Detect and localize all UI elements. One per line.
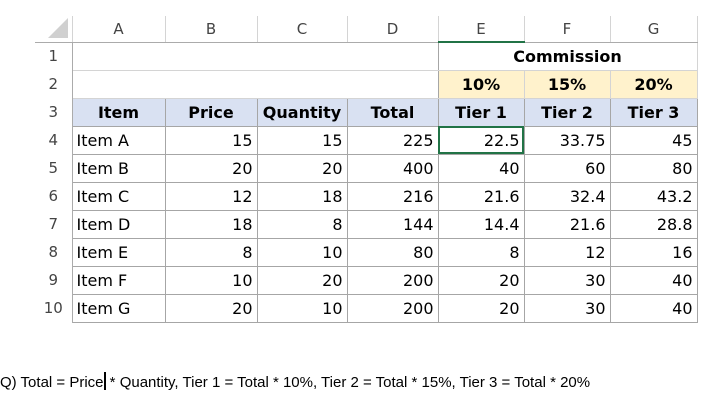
table-cell[interactable]: 10: [257, 238, 348, 267]
header-item[interactable]: Item: [72, 98, 166, 127]
table-cell[interactable]: Item E: [72, 238, 166, 267]
table-cell[interactable]: 60: [524, 154, 611, 183]
table-cell[interactable]: 18: [257, 182, 348, 211]
column-header-C[interactable]: C: [257, 16, 348, 43]
table-cell[interactable]: 225: [347, 126, 439, 155]
table-cell[interactable]: 20: [257, 266, 348, 295]
row-header-10[interactable]: 10: [35, 294, 73, 322]
column-header-B[interactable]: B: [165, 16, 258, 43]
header-tier-1[interactable]: Tier 1: [438, 98, 525, 127]
table-cell[interactable]: 33.75: [524, 126, 611, 155]
header-tier-2[interactable]: Tier 2: [524, 98, 611, 127]
table-cell[interactable]: 28.8: [610, 210, 698, 239]
table-cell[interactable]: 16: [610, 238, 698, 267]
table-cell[interactable]: 40: [610, 266, 698, 295]
table-cell[interactable]: 200: [347, 294, 439, 323]
table-cell[interactable]: Item A: [72, 126, 166, 155]
table-cell[interactable]: 10: [165, 266, 258, 295]
table-cell[interactable]: 144: [347, 210, 439, 239]
table-cell[interactable]: 40: [438, 154, 525, 183]
table-cell[interactable]: Item F: [72, 266, 166, 295]
table-cell[interactable]: 20: [438, 294, 525, 323]
column-header-E[interactable]: E: [438, 16, 525, 43]
row-header-2[interactable]: 2: [35, 70, 73, 98]
row-header-4[interactable]: 4: [35, 126, 73, 154]
row-header-5[interactable]: 5: [35, 154, 73, 182]
table-cell[interactable]: 12: [165, 182, 258, 211]
formula-text-start: Q) Total = Price: [0, 374, 104, 391]
commission-header[interactable]: Commission: [438, 42, 698, 71]
table-cell[interactable]: 216: [347, 182, 439, 211]
table-cell[interactable]: 43.2: [610, 182, 698, 211]
tier-percent-cell[interactable]: 10%: [438, 70, 525, 99]
table-cell[interactable]: 45: [610, 126, 698, 155]
header-tier-3[interactable]: Tier 3: [610, 98, 698, 127]
table-cell[interactable]: 20: [438, 266, 525, 295]
table-cell[interactable]: 22.5: [438, 126, 525, 155]
table-cell[interactable]: 8: [257, 210, 348, 239]
tier-percent-cell[interactable]: 20%: [610, 70, 698, 99]
table-cell[interactable]: 18: [165, 210, 258, 239]
column-header-G[interactable]: G: [610, 16, 698, 43]
table-cell[interactable]: 15: [165, 126, 258, 155]
table-cell[interactable]: 200: [347, 266, 439, 295]
select-all-corner[interactable]: [35, 16, 73, 43]
table-cell[interactable]: 12: [524, 238, 611, 267]
row-header-8[interactable]: 8: [35, 238, 73, 266]
table-cell[interactable]: 20: [165, 294, 258, 323]
table-cell[interactable]: 21.6: [438, 182, 525, 211]
row-header-6[interactable]: 6: [35, 182, 73, 210]
row-header-7[interactable]: 7: [35, 210, 73, 238]
row-header-1[interactable]: 1: [35, 42, 73, 70]
table-cell[interactable]: 32.4: [524, 182, 611, 211]
table-cell[interactable]: Item B: [72, 154, 166, 183]
header-total[interactable]: Total: [347, 98, 439, 127]
tier-percent-cell[interactable]: 15%: [524, 70, 611, 99]
table-cell[interactable]: Item G: [72, 294, 166, 323]
table-cell[interactable]: 20: [257, 154, 348, 183]
text-cursor: [103, 372, 106, 390]
spreadsheet-grid: A B C D E F G 1 Commission 2 10% 15% 20% 3 Item Price Qu…: [35, 16, 698, 323]
formula-note: Q) Total = Price * Quantity, Tier 1 = To…: [0, 372, 590, 391]
table-cell[interactable]: 30: [524, 294, 611, 323]
row-header-9[interactable]: 9: [35, 266, 73, 294]
row-header-3[interactable]: 3: [35, 98, 73, 126]
column-header-F[interactable]: F: [524, 16, 611, 43]
cell-A2[interactable]: [72, 70, 439, 99]
cell-A1[interactable]: [72, 42, 439, 71]
header-price[interactable]: Price: [165, 98, 258, 127]
formula-text-end: * Quantity, Tier 1 = Total * 10%, Tier 2…: [105, 374, 591, 391]
table-cell[interactable]: 8: [438, 238, 525, 267]
table-cell[interactable]: 400: [347, 154, 439, 183]
table-cell[interactable]: 30: [524, 266, 611, 295]
table-cell[interactable]: 8: [165, 238, 258, 267]
table-cell[interactable]: 14.4: [438, 210, 525, 239]
column-header-D[interactable]: D: [347, 16, 439, 43]
table-cell[interactable]: 20: [165, 154, 258, 183]
table-cell[interactable]: 10: [257, 294, 348, 323]
table-cell[interactable]: 40: [610, 294, 698, 323]
header-quantity[interactable]: Quantity: [257, 98, 348, 127]
column-header-A[interactable]: A: [72, 16, 166, 43]
table-cell[interactable]: 15: [257, 126, 348, 155]
table-cell[interactable]: 80: [610, 154, 698, 183]
table-cell[interactable]: Item D: [72, 210, 166, 239]
table-cell[interactable]: 21.6: [524, 210, 611, 239]
table-cell[interactable]: Item C: [72, 182, 166, 211]
table-cell[interactable]: 80: [347, 238, 439, 267]
